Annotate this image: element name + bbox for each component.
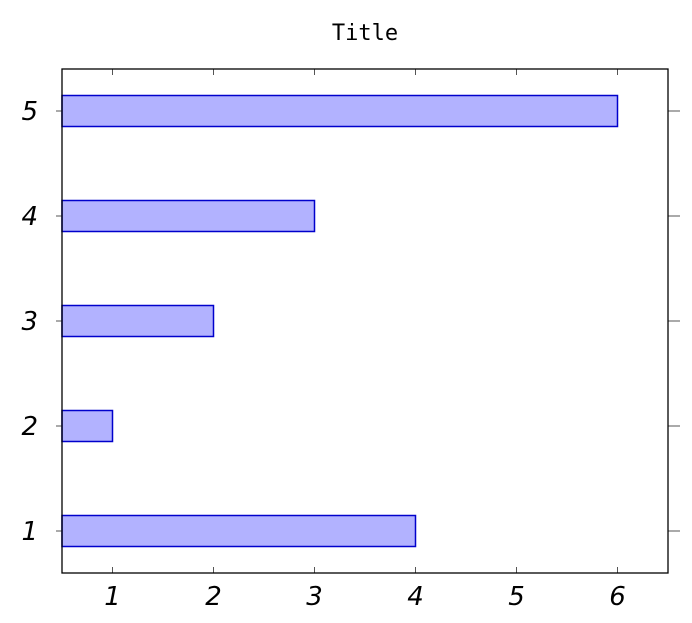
ticks-layer — [56, 69, 680, 573]
y-tick-label: 2 — [21, 412, 38, 442]
y-tick-label: 3 — [21, 307, 38, 337]
plot-frame — [61, 68, 669, 574]
x-tick-label: 1 — [104, 582, 121, 612]
y-tick-label: 4 — [21, 202, 38, 232]
bar-1 — [61, 514, 417, 548]
x-tick-label: 2 — [205, 582, 222, 612]
x-tick-label: 6 — [609, 582, 626, 612]
bar-2 — [61, 409, 114, 443]
bar-3 — [61, 304, 215, 338]
tick-labels-layer: 1 2 3 4 5 6 1 2 3 4 5 — [21, 97, 625, 612]
x-tick-label: 3 — [306, 582, 323, 612]
x-tick-label: 4 — [407, 582, 424, 612]
bars-layer — [61, 94, 619, 548]
x-tick-label: 5 — [508, 582, 525, 612]
bar-4 — [61, 199, 316, 233]
y-tick-label: 1 — [21, 517, 38, 547]
y-tick-label: 5 — [21, 97, 38, 127]
chart-title: Title — [332, 21, 398, 46]
bar-5 — [61, 94, 619, 128]
